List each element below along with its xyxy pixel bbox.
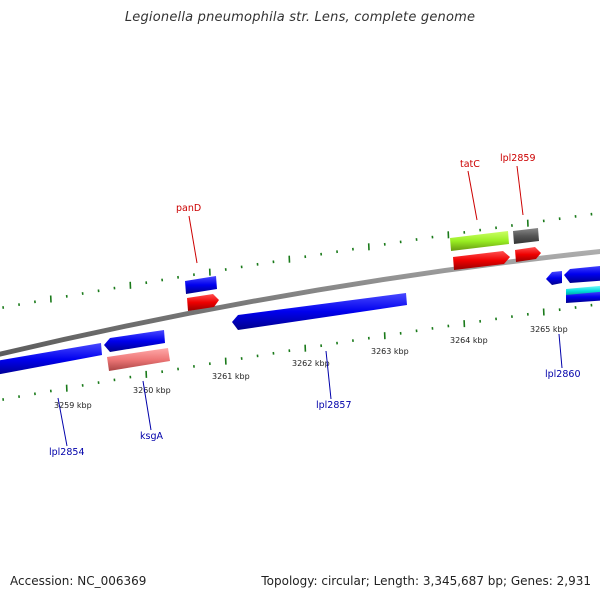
gene-feature-lpl2859[interactable]: [513, 228, 539, 244]
gene-label: lpl2857: [316, 400, 352, 411]
leader-line-lpl2854: [57, 397, 68, 447]
genome-summary: Topology: circular; Length: 3,345,687 bp…: [261, 574, 591, 588]
leader-line-tatC: [467, 170, 478, 221]
kbp-tick-label: 3260 kbp: [133, 386, 171, 395]
leader-line-panD: [188, 215, 198, 264]
leader-line-lpl2860: [558, 333, 563, 369]
reverse-features: [0, 265, 600, 376]
gene-feature-panD-a[interactable]: [185, 276, 217, 294]
leader-line-lpl2857: [325, 350, 332, 400]
gene-feature-lpl2859-b[interactable]: [515, 247, 541, 262]
reverse-tick-row: [2, 303, 593, 401]
kbp-tick-labels: 3259 kbp 3260 kbp 3261 kbp 3262 kbp 3263…: [54, 325, 568, 410]
gene-feature-panD[interactable]: [187, 294, 219, 311]
gene-feature-tatC-b[interactable]: [453, 251, 510, 270]
kbp-tick-label: 3262 kbp: [292, 359, 330, 368]
gene-label: lpl2859: [500, 153, 536, 164]
forward-features: [185, 228, 541, 311]
gene-feature-lpl2860-c[interactable]: [566, 291, 600, 303]
gene-labels: panD tatC lpl2859 lpl2854 ksgA lpl2857 l…: [49, 153, 581, 458]
kbp-tick-label: 3263 kbp: [371, 347, 409, 356]
gene-feature-lpl2860[interactable]: [564, 265, 600, 283]
kbp-tick-label: 3259 kbp: [54, 401, 92, 410]
leader-line-ksgA: [142, 380, 152, 431]
accession-label: Accession: NC_006369: [10, 574, 147, 588]
gene-label: tatC: [460, 159, 480, 170]
gene-label: panD: [176, 203, 201, 214]
forward-tick-row: [2, 212, 593, 309]
leader-line-lpl2859: [516, 165, 524, 216]
gene-feature-ksgA[interactable]: [107, 348, 170, 371]
kbp-tick-label: 3264 kbp: [450, 336, 488, 345]
gene-feature-lpl2855[interactable]: [104, 330, 165, 352]
gene-label: ksgA: [140, 431, 163, 442]
gene-feature-tatC[interactable]: [450, 231, 509, 251]
gene-feature-lpl2854[interactable]: [0, 343, 102, 376]
gene-label: lpl2854: [49, 447, 85, 458]
kbp-tick-label: 3265 kbp: [530, 325, 568, 334]
genome-backbone: [0, 249, 600, 357]
kbp-tick-label: 3261 kbp: [212, 372, 250, 381]
gene-feature-lpl2858[interactable]: [546, 271, 562, 285]
gene-label-leaders: [57, 165, 563, 447]
gene-feature-lpl2857[interactable]: [232, 293, 407, 330]
gene-label: lpl2860: [545, 369, 581, 380]
map-title: Legionella pneumophila str. Lens, comple…: [124, 10, 476, 25]
